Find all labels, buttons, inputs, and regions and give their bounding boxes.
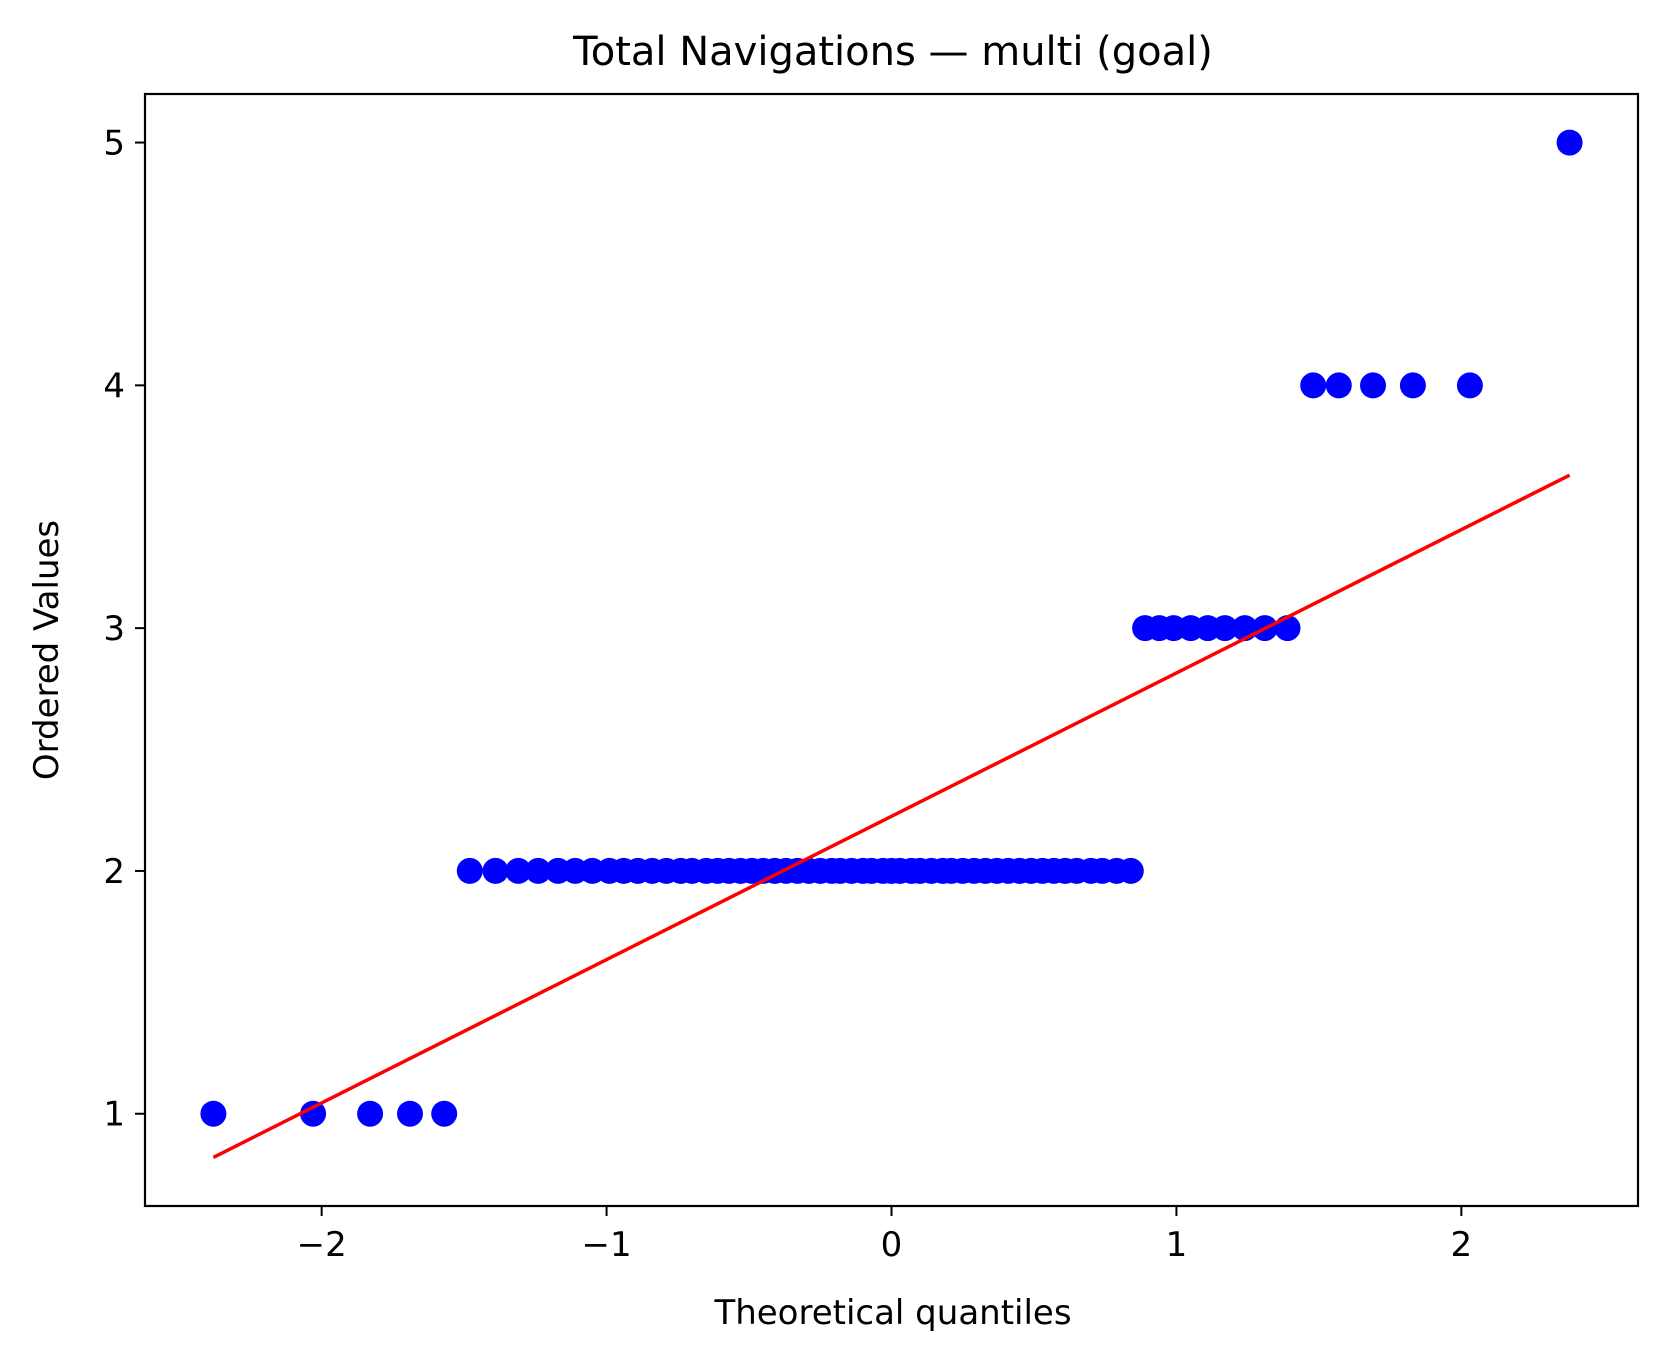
y-tick-label: 2 bbox=[103, 852, 125, 892]
data-point bbox=[1300, 372, 1327, 399]
data-point bbox=[1211, 615, 1238, 642]
x-axis: −2 −1 0 1 2 bbox=[297, 1206, 1473, 1265]
data-point bbox=[456, 857, 483, 884]
x-tick-label: 1 bbox=[1166, 1225, 1188, 1265]
data-point bbox=[1456, 372, 1483, 399]
data-point bbox=[1399, 372, 1426, 399]
x-tick-label: 2 bbox=[1451, 1225, 1473, 1265]
x-tick-label: −1 bbox=[582, 1225, 632, 1265]
data-point bbox=[1325, 372, 1352, 399]
y-tick-label: 3 bbox=[103, 609, 125, 649]
data-point bbox=[357, 1100, 384, 1127]
data-point bbox=[505, 857, 532, 884]
data-point bbox=[482, 857, 509, 884]
data-point bbox=[1556, 129, 1583, 156]
data-point bbox=[397, 1100, 423, 1127]
y-axis-label: Ordered Values bbox=[27, 520, 67, 780]
plot-area bbox=[200, 129, 1583, 1159]
data-point bbox=[1360, 372, 1386, 399]
data-point bbox=[200, 1100, 227, 1127]
x-tick-label: −2 bbox=[297, 1225, 347, 1265]
y-axis: 1 2 3 4 5 bbox=[103, 124, 145, 1135]
data-point bbox=[1117, 857, 1144, 884]
y-tick-label: 4 bbox=[103, 366, 125, 406]
y-tick-label: 1 bbox=[103, 1095, 125, 1135]
y-tick-label: 5 bbox=[103, 124, 125, 164]
x-axis-label: Theoretical quantiles bbox=[713, 1293, 1071, 1333]
fit-line bbox=[212, 473, 1571, 1159]
data-point bbox=[431, 1100, 458, 1127]
chart-title: Total Navigations — multi (goal) bbox=[572, 29, 1213, 75]
data-point bbox=[525, 857, 552, 884]
data-point bbox=[300, 1100, 327, 1127]
x-tick-label: 0 bbox=[881, 1225, 903, 1265]
